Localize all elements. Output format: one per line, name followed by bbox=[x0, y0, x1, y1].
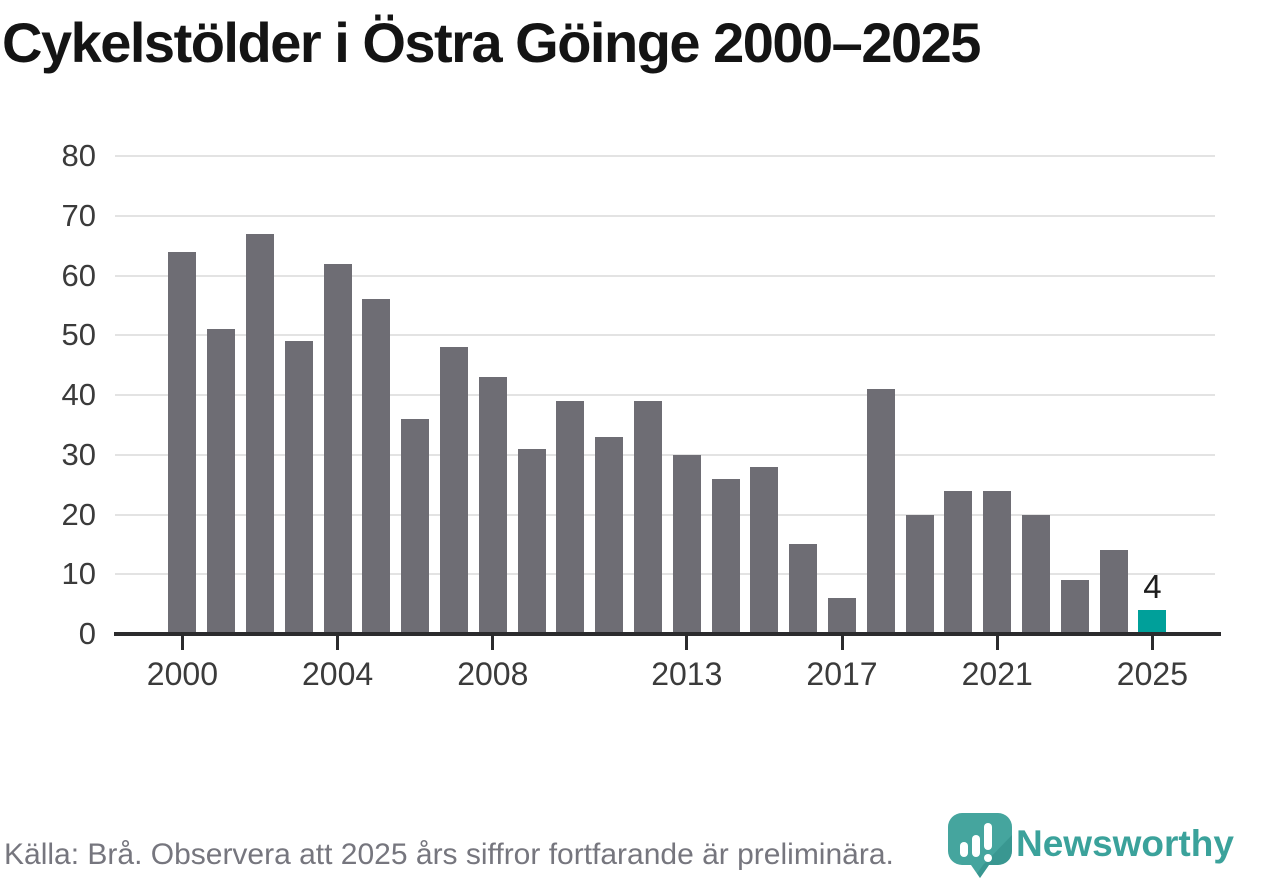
bar-2000 bbox=[168, 251, 197, 634]
x-axis-tick-label: 2013 bbox=[651, 656, 723, 692]
bar-2017 bbox=[828, 598, 856, 634]
x-axis-tick-2013 bbox=[685, 636, 689, 650]
bar-2009 bbox=[517, 448, 546, 634]
y-axis-tick-label: 30 bbox=[61, 436, 96, 472]
x-axis-tick-2017 bbox=[840, 636, 844, 650]
bar-2001 bbox=[207, 329, 236, 634]
bar-2007 bbox=[440, 347, 468, 634]
bar-2010 bbox=[556, 400, 585, 634]
gridline-80 bbox=[115, 155, 1215, 157]
source-note: Källa: Brå. Observera att 2025 års siffr… bbox=[4, 838, 894, 871]
bar-2013 bbox=[672, 454, 701, 634]
x-axis-tick-2000 bbox=[180, 636, 184, 650]
y-axis-tick-label: 80 bbox=[61, 138, 96, 173]
gridline-60 bbox=[115, 274, 1215, 277]
bar-2011 bbox=[595, 436, 624, 634]
bar-2002 bbox=[246, 233, 274, 634]
bar-2019 bbox=[905, 514, 934, 634]
bar-2018 bbox=[866, 389, 895, 634]
gridline-30 bbox=[115, 453, 1215, 456]
newsworthy-logo: Newsworthy bbox=[948, 813, 1260, 879]
x-axis-tick-label: 2004 bbox=[302, 656, 374, 692]
gridline-20 bbox=[115, 513, 1215, 516]
gridline-40 bbox=[115, 394, 1215, 396]
bar-2024 bbox=[1099, 550, 1128, 634]
bar-2014 bbox=[711, 478, 740, 634]
y-axis-tick-label: 50 bbox=[61, 317, 96, 353]
x-axis-tick-label: 2021 bbox=[961, 656, 1033, 692]
y-axis-tick-label: 0 bbox=[78, 616, 96, 651]
bar-value-label: 4 bbox=[1143, 568, 1162, 606]
x-axis-tick-2021 bbox=[995, 636, 999, 650]
gridline-50 bbox=[115, 334, 1215, 337]
y-axis-tick-label: 10 bbox=[61, 556, 96, 592]
pin-barchart-icon bbox=[948, 813, 1012, 878]
bar-2003 bbox=[284, 341, 313, 634]
x-axis-tick-label: 2008 bbox=[457, 656, 529, 692]
x-axis-tick-2025 bbox=[1150, 636, 1154, 650]
bar-2023 bbox=[1060, 580, 1089, 634]
x-axis-line bbox=[114, 632, 1221, 636]
x-axis-tick-label: 2017 bbox=[806, 656, 878, 692]
bar-2005 bbox=[362, 299, 391, 634]
x-axis-tick-2004 bbox=[336, 636, 340, 650]
bar-2025-highlighted bbox=[1138, 610, 1167, 634]
bar-2008 bbox=[478, 377, 507, 634]
x-axis-tick-label: 2000 bbox=[146, 656, 218, 692]
gridline-10 bbox=[115, 573, 1215, 576]
newsworthy-wordmark: Newsworthy bbox=[1016, 823, 1234, 864]
x-axis-tick-2008 bbox=[491, 636, 495, 650]
y-axis-tick-label: 60 bbox=[61, 257, 96, 293]
bar-2015 bbox=[750, 466, 779, 634]
x-axis-tick-label: 2025 bbox=[1116, 656, 1188, 692]
y-axis-tick-label: 20 bbox=[61, 496, 96, 532]
bar-2016 bbox=[789, 544, 818, 634]
chart-title: Cykelstölder i Östra Göinge 2000–2025 bbox=[2, 11, 981, 74]
bar-2006 bbox=[401, 418, 430, 634]
bar-2004 bbox=[323, 263, 352, 634]
bar-2012 bbox=[634, 400, 662, 634]
gridline-70 bbox=[115, 214, 1215, 217]
y-axis-tick-label: 70 bbox=[61, 197, 96, 233]
bar-2021 bbox=[983, 490, 1012, 634]
bar-2020 bbox=[944, 490, 973, 634]
bar-2022 bbox=[1022, 514, 1050, 634]
y-axis-tick-label: 40 bbox=[61, 377, 96, 412]
